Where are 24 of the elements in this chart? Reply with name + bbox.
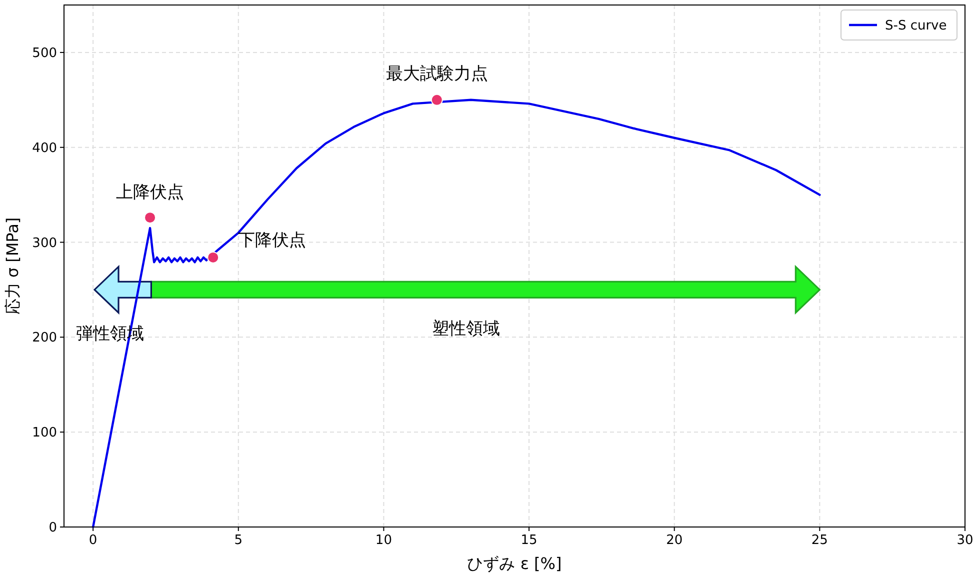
x-tick-label: 0 xyxy=(88,533,98,548)
x-tick-label: 15 xyxy=(520,533,538,548)
y-tick-label: 300 xyxy=(32,236,57,251)
y-tick-label: 0 xyxy=(48,520,57,536)
y-tick-label: 200 xyxy=(32,330,57,346)
x-tick-label: 5 xyxy=(234,533,243,548)
y-tick-label: 100 xyxy=(32,426,57,441)
point xyxy=(207,251,220,264)
line-series xyxy=(92,98,821,528)
y-tick-label: 400 xyxy=(32,140,57,156)
legend-label: S-S curve xyxy=(885,18,947,34)
x-axis-title: ひずみ ε [%] xyxy=(467,554,562,573)
x-tick-label: 25 xyxy=(811,533,828,548)
point xyxy=(144,212,156,224)
y-tick-label: 500 xyxy=(32,46,57,61)
annotation: 最大試験力点 xyxy=(386,64,488,84)
x-tick-label: 30 xyxy=(956,533,974,548)
point xyxy=(430,94,443,106)
annotation: 塑性領域 xyxy=(432,319,500,339)
x-tick-label: 10 xyxy=(375,533,392,548)
x-tick-label: 20 xyxy=(666,533,683,548)
y-axis-title: 応力 σ [MPa] xyxy=(3,217,22,315)
annotation: 下降伏点 xyxy=(238,230,306,250)
annotation: 上降伏点 xyxy=(116,182,184,203)
